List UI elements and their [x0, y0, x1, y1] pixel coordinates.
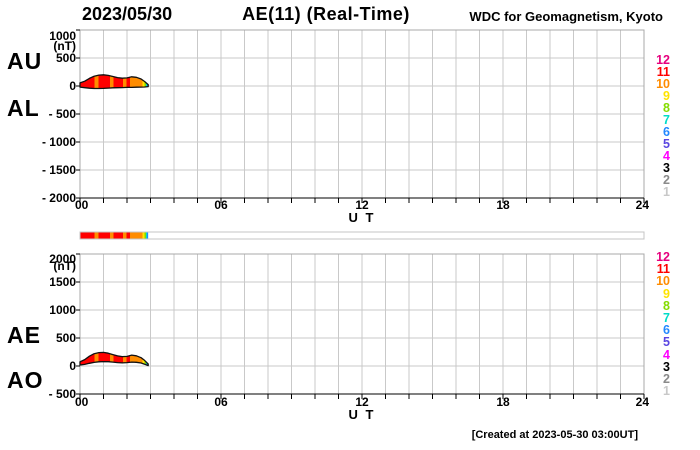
legend-entry: 2	[663, 173, 670, 187]
ytick-label: 1000	[49, 29, 76, 43]
availability-bar	[80, 232, 644, 239]
legend-entry: 8	[663, 298, 670, 313]
plot-title: AE(11) (Real-Time)	[242, 4, 410, 24]
label-ao: AO	[7, 367, 44, 393]
legend-entry: 7	[663, 311, 670, 325]
data-band-ae-ao	[79, 351, 149, 367]
legend-entry: 12	[656, 53, 670, 67]
ytick-label: - 500	[48, 107, 76, 121]
legend-entry: 5	[663, 137, 670, 151]
xtick-label: 06	[214, 395, 228, 409]
xtick-label: 18	[496, 198, 510, 212]
legend-entry: 6	[663, 125, 670, 139]
label-au: AU	[7, 48, 43, 74]
ytick-label: - 500	[48, 387, 76, 401]
legend-entry: 9	[663, 89, 670, 103]
ytick-label: 0	[69, 359, 76, 373]
xtick-label: 12	[355, 198, 369, 212]
legend-entry: 1	[663, 185, 670, 199]
legend-entry: 11	[656, 65, 670, 79]
label-ae: AE	[7, 322, 41, 348]
organization-label: WDC for Geomagnetism, Kyoto	[469, 9, 663, 24]
legend-entry: 3	[663, 359, 670, 374]
xaxis-title-bottom: U T	[348, 407, 376, 422]
xtick-label: 24	[635, 395, 649, 409]
ytick-label: 500	[55, 331, 76, 345]
legend-entry: 7	[663, 113, 670, 127]
legend-entry: 10	[656, 274, 670, 289]
ytick-label: 2000	[49, 252, 76, 266]
ytick-label: 1500	[49, 275, 76, 289]
legend-entry: 2	[663, 372, 670, 386]
unit-label-bottom: (nT)	[53, 259, 76, 273]
data-band-au-al	[79, 74, 149, 90]
availability-bar-border	[79, 231, 645, 240]
plot-date: 2023/05/30	[82, 4, 173, 24]
legend-entry: 12	[656, 250, 670, 264]
legend-entry: 10	[656, 77, 670, 91]
ytick-label: - 1000	[41, 135, 76, 149]
legend-entry: 4	[663, 347, 670, 362]
legend-entry: 4	[663, 149, 670, 163]
legend-entry: 3	[663, 161, 670, 175]
legend-entry: 1	[663, 384, 670, 399]
legend-entry: 8	[663, 101, 670, 115]
ytick-label: - 2000	[41, 191, 76, 205]
xaxis-title-top: U T	[348, 210, 376, 225]
ytick-label: 0	[69, 79, 76, 93]
unit-label-top: (nT)	[53, 39, 76, 53]
legend-entry: 9	[663, 286, 670, 301]
xtick-label: 06	[214, 198, 228, 212]
xtick-label: 12	[355, 395, 369, 409]
label-al: AL	[7, 95, 40, 121]
legend-entry: 11	[656, 262, 670, 277]
created-at-label: [Created at 2023-05-30 03:00UT]	[471, 429, 638, 441]
ytick-label: 1000	[49, 303, 76, 317]
ytick-label: 500	[55, 51, 76, 65]
xtick-label: 00	[75, 198, 89, 212]
xtick-label: 24	[635, 198, 649, 212]
availability-bar-fill	[80, 232, 149, 239]
xtick-label: 18	[496, 395, 510, 409]
xtick-label: 00	[75, 395, 89, 409]
ytick-label: - 1500	[41, 163, 76, 177]
legend-entry: 6	[663, 323, 670, 338]
legend-entry: 5	[663, 335, 670, 350]
